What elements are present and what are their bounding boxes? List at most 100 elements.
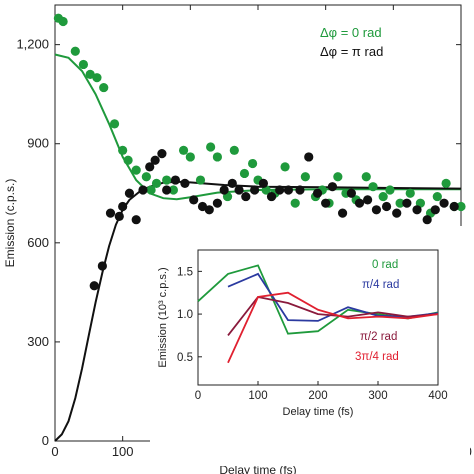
data-point [195, 175, 206, 185]
data-point [78, 59, 89, 70]
data-point [109, 119, 120, 129]
data-point [118, 201, 128, 212]
inset-series-label: π/4 rad [362, 279, 399, 291]
data-point [239, 168, 250, 179]
inset-series-line [227, 291, 439, 364]
data-point [145, 162, 155, 172]
inset-x-tick-label: 0 [195, 390, 201, 402]
data-point [333, 172, 343, 182]
inset-y-tick-label: 1.0 [177, 309, 193, 321]
data-point [327, 182, 338, 192]
data-point [300, 172, 310, 182]
data-point [151, 178, 162, 188]
data-point [185, 152, 195, 162]
data-point [124, 188, 135, 198]
y-tick-label: 1,200 [16, 37, 49, 52]
data-point [118, 145, 128, 155]
y-axis-label: Emission (c.p.s.) [3, 179, 17, 268]
data-point [141, 172, 151, 182]
inset-y-tick-label: 1.5 [177, 266, 193, 278]
data-point [346, 188, 356, 198]
data-point [371, 205, 382, 215]
inset-y-axis-label: Emission (10³ c.p.s.) [157, 267, 169, 367]
inset-x-tick-label: 400 [428, 390, 447, 402]
data-point [304, 152, 314, 162]
data-point [422, 215, 432, 225]
data-point [395, 198, 405, 208]
data-point [157, 149, 167, 159]
data-point [180, 178, 190, 188]
data-point [204, 205, 214, 215]
y-tick-label: 300 [27, 334, 49, 349]
inset-background [150, 226, 470, 466]
data-point [275, 185, 285, 195]
data-point [241, 191, 251, 202]
inset-x-tick-label: 200 [308, 390, 327, 402]
data-point [146, 185, 156, 195]
inset-x-axis-label: Delay time (fs) [283, 406, 354, 418]
x-axis-label: Delay time (fs) [219, 463, 296, 474]
data-point [227, 178, 237, 188]
data-point [283, 185, 294, 195]
y-tick-label: 600 [27, 235, 49, 250]
data-point [430, 205, 440, 215]
data-point [150, 155, 160, 165]
data-point [280, 162, 290, 172]
data-point [378, 191, 388, 202]
data-point [381, 201, 392, 212]
data-point [170, 175, 181, 185]
data-point [58, 16, 68, 27]
data-point [247, 158, 258, 169]
data-point [405, 188, 415, 198]
data-point [206, 142, 216, 152]
data-point [97, 261, 107, 271]
data-point [402, 198, 412, 208]
inset-series-label: 0 rad [372, 259, 398, 271]
legend-entry-green: Δφ = 0 rad [320, 25, 382, 40]
data-point [138, 185, 148, 195]
data-point [361, 172, 371, 182]
data-point [439, 198, 449, 208]
data-point [432, 191, 442, 202]
data-point [212, 198, 222, 208]
data-point [258, 178, 269, 188]
data-point [312, 188, 323, 198]
data-point [131, 165, 141, 175]
inset-series-line [227, 296, 439, 336]
x-tick-label: 100 [112, 444, 134, 459]
data-point [114, 211, 124, 221]
inset-series-label: π/2 rad [360, 331, 397, 343]
data-point [123, 155, 133, 165]
data-point [368, 182, 378, 192]
data-point [212, 152, 222, 162]
data-point [412, 205, 422, 215]
data-point [392, 208, 402, 218]
data-point [189, 195, 199, 205]
data-point [234, 185, 244, 195]
data-point [449, 201, 459, 212]
data-point [295, 185, 305, 195]
data-point [321, 198, 331, 208]
data-point [70, 46, 80, 56]
data-point [441, 178, 451, 188]
data-point [354, 198, 365, 208]
data-point [92, 73, 102, 83]
inset-x-tick-label: 300 [368, 390, 387, 402]
inset-series-label: 3π/4 rad [355, 351, 399, 363]
data-point [162, 175, 172, 185]
data-point [168, 185, 179, 195]
data-point [131, 215, 141, 225]
inset-y-tick-label: 0.5 [177, 352, 193, 364]
data-point [363, 195, 373, 205]
inset-x-tick-label: 100 [248, 390, 267, 402]
data-point [337, 208, 348, 218]
data-point [456, 201, 466, 212]
data-point [290, 198, 300, 208]
y-tick-label: 900 [27, 136, 49, 151]
data-point [250, 185, 260, 195]
data-point [178, 145, 189, 155]
legend-entry-black: Δφ = π rad [320, 44, 383, 59]
x-tick-label: 0 [51, 444, 58, 459]
data-point [89, 281, 99, 291]
